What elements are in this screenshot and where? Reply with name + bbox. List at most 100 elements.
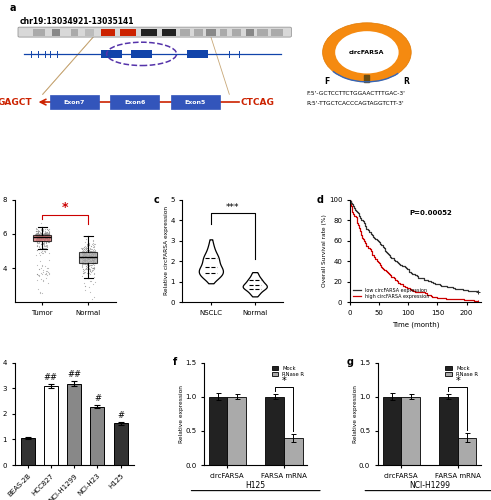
Point bbox=[38, 232, 46, 239]
Point bbox=[80, 268, 87, 276]
Point bbox=[84, 258, 92, 266]
Point bbox=[35, 235, 43, 243]
Point bbox=[45, 235, 53, 243]
Point bbox=[83, 242, 91, 250]
Point bbox=[42, 232, 50, 240]
Point bbox=[79, 270, 86, 278]
Point bbox=[87, 246, 95, 254]
Point bbox=[39, 232, 47, 239]
Point bbox=[38, 233, 46, 241]
Point bbox=[32, 233, 40, 241]
Bar bbox=[364, 74, 369, 82]
Point bbox=[86, 254, 94, 262]
Point bbox=[84, 248, 92, 256]
Point bbox=[34, 285, 42, 293]
Point bbox=[41, 236, 49, 244]
Point bbox=[87, 260, 95, 268]
Point bbox=[34, 228, 42, 236]
Point bbox=[84, 246, 92, 254]
Point bbox=[32, 228, 40, 235]
Point bbox=[32, 236, 40, 244]
Point bbox=[91, 250, 99, 258]
Point bbox=[41, 231, 49, 239]
Point bbox=[81, 243, 88, 251]
Point bbox=[39, 268, 47, 276]
Point bbox=[90, 248, 98, 256]
Point bbox=[39, 234, 47, 241]
Point bbox=[33, 232, 41, 239]
Point bbox=[39, 226, 47, 234]
Point bbox=[83, 266, 91, 274]
Point bbox=[82, 262, 89, 270]
Point bbox=[88, 264, 96, 272]
Point bbox=[90, 245, 98, 253]
Point bbox=[41, 229, 49, 237]
Point bbox=[41, 234, 49, 241]
Point bbox=[33, 232, 41, 240]
Point bbox=[43, 230, 51, 237]
Point bbox=[89, 256, 97, 264]
Point bbox=[39, 244, 47, 252]
Point bbox=[87, 254, 95, 262]
Point bbox=[88, 260, 96, 268]
Point bbox=[78, 254, 85, 262]
Point bbox=[45, 256, 53, 264]
Point bbox=[45, 232, 53, 239]
Point bbox=[37, 234, 45, 242]
Point bbox=[43, 233, 51, 241]
Point bbox=[83, 268, 91, 276]
Point bbox=[33, 235, 41, 243]
Point bbox=[43, 234, 51, 242]
Point bbox=[38, 289, 46, 297]
Point bbox=[43, 228, 51, 236]
Point bbox=[41, 247, 49, 255]
Point bbox=[84, 253, 92, 261]
Point bbox=[41, 232, 49, 240]
Point bbox=[32, 224, 40, 232]
Point bbox=[34, 234, 42, 241]
Point bbox=[83, 244, 91, 252]
Point bbox=[90, 256, 98, 264]
Point bbox=[36, 237, 44, 245]
Point bbox=[35, 238, 43, 246]
Point bbox=[38, 232, 46, 239]
Y-axis label: Relative circFARSA expression: Relative circFARSA expression bbox=[164, 206, 169, 296]
Point bbox=[82, 262, 90, 270]
Point bbox=[89, 250, 97, 258]
Point bbox=[39, 239, 47, 247]
Point bbox=[80, 248, 88, 256]
Point bbox=[37, 234, 45, 242]
Point bbox=[42, 234, 50, 241]
Point bbox=[45, 228, 53, 236]
Legend: Mock, RNase R: Mock, RNase R bbox=[445, 365, 479, 378]
Point bbox=[82, 260, 90, 268]
Point bbox=[40, 235, 48, 243]
Point bbox=[85, 264, 93, 272]
Point bbox=[34, 236, 42, 244]
Point bbox=[91, 249, 99, 257]
Point bbox=[91, 246, 99, 254]
Point bbox=[33, 261, 41, 269]
Point bbox=[90, 264, 98, 272]
Point bbox=[80, 256, 88, 264]
Point bbox=[90, 260, 98, 268]
Point bbox=[40, 233, 48, 241]
Point bbox=[80, 246, 87, 254]
Point bbox=[39, 230, 47, 238]
Point bbox=[81, 244, 88, 252]
Point bbox=[41, 262, 49, 270]
Point bbox=[36, 236, 44, 244]
Point bbox=[33, 234, 41, 242]
Point bbox=[85, 242, 93, 250]
Point bbox=[37, 240, 45, 248]
Point bbox=[79, 258, 86, 266]
Point bbox=[90, 264, 98, 272]
Point bbox=[91, 248, 99, 256]
Point bbox=[32, 227, 40, 235]
Text: Exon7: Exon7 bbox=[63, 100, 85, 104]
Point bbox=[31, 232, 39, 240]
Point bbox=[80, 270, 88, 278]
Point bbox=[38, 232, 46, 240]
Point bbox=[42, 230, 50, 238]
Point bbox=[80, 250, 88, 258]
